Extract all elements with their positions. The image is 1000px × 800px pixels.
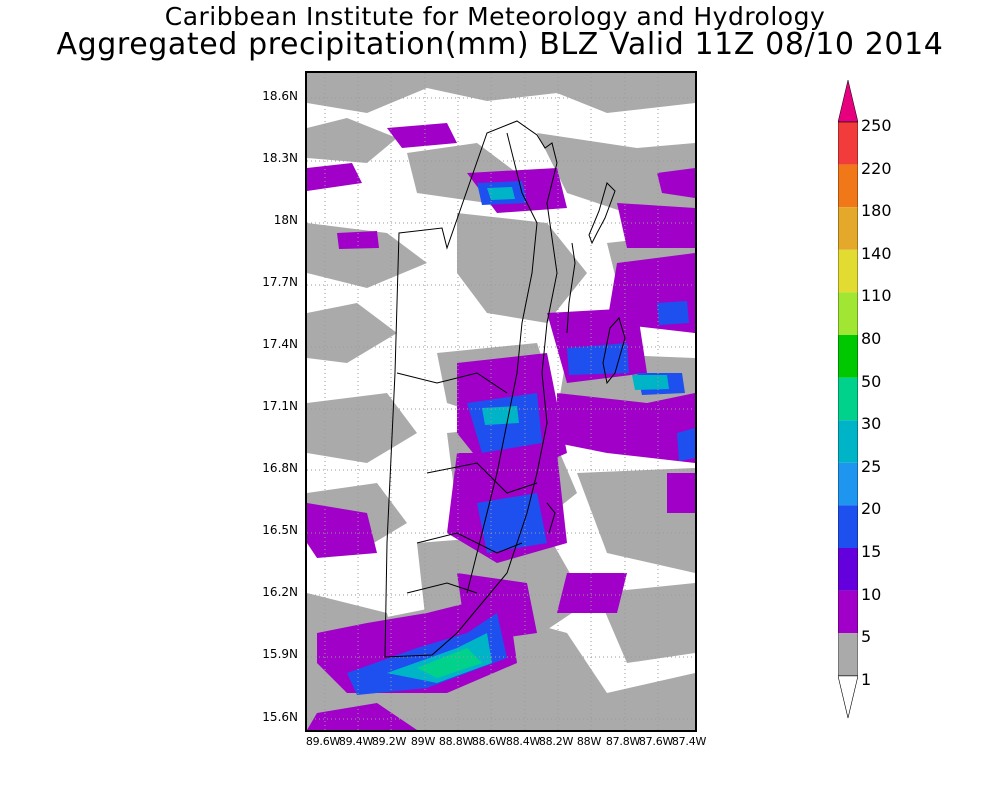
lon-label-87.6W: 87.6W <box>638 735 674 748</box>
lat-label-17.4N: 17.4N <box>262 337 298 351</box>
precipitation-field <box>307 73 695 730</box>
precip-color-legend <box>838 80 858 719</box>
legend-label-250: 250 <box>861 116 892 135</box>
lat-label-15.6N: 15.6N <box>262 710 298 724</box>
precip-20-30mm-areas <box>387 187 669 683</box>
lon-label-89W: 89W <box>410 735 436 748</box>
lon-label-88W: 88W <box>576 735 602 748</box>
lon-label-88.6W: 88.6W <box>471 735 507 748</box>
legend-label-25: 25 <box>861 457 882 476</box>
legend-label-1: 1 <box>861 670 872 689</box>
lat-label-17.1N: 17.1N <box>262 399 298 413</box>
legend-label-5: 5 <box>861 627 872 646</box>
precipitation-map <box>305 71 697 732</box>
lat-label-18N: 18N <box>273 213 298 227</box>
legend-label-140: 140 <box>861 244 892 263</box>
lat-label-16.8N: 16.8N <box>262 461 298 475</box>
legend-label-20: 20 <box>861 499 882 518</box>
legend-label-110: 110 <box>861 286 892 305</box>
lat-label-16.5N: 16.5N <box>262 523 298 537</box>
legend-label-50: 50 <box>861 372 882 391</box>
gridlines <box>307 73 695 730</box>
legend-label-220: 220 <box>861 159 892 178</box>
map-title: Aggregated precipitation(mm) BLZ Valid 1… <box>56 27 944 62</box>
lon-label-89.2W: 89.2W <box>371 735 407 748</box>
belize-outline <box>384 120 626 658</box>
legend-label-10: 10 <box>861 585 882 604</box>
legend-label-80: 80 <box>861 329 882 348</box>
lat-label-18.3N: 18.3N <box>262 151 298 165</box>
lon-label-89.4W: 89.4W <box>338 735 374 748</box>
lon-label-87.4W: 87.4W <box>671 735 707 748</box>
institute-title: Caribbean Institute for Meteorology and … <box>164 2 826 31</box>
legend-label-180: 180 <box>861 201 892 220</box>
lat-label-15.9N: 15.9N <box>262 647 298 661</box>
lat-label-18.6N: 18.6N <box>262 89 298 103</box>
lat-label-17.7N: 17.7N <box>262 275 298 289</box>
lon-label-88.4W: 88.4W <box>505 735 541 748</box>
precip-30-50mm-areas <box>417 648 482 678</box>
lon-label-87.8W: 87.8W <box>605 735 641 748</box>
lon-label-88.2W: 88.2W <box>538 735 574 748</box>
lon-label-89.6W: 89.6W <box>305 735 341 748</box>
legend-label-30: 30 <box>861 414 882 433</box>
lon-label-88.8W: 88.8W <box>438 735 474 748</box>
lat-label-16.2N: 16.2N <box>262 585 298 599</box>
legend-label-15: 15 <box>861 542 882 561</box>
